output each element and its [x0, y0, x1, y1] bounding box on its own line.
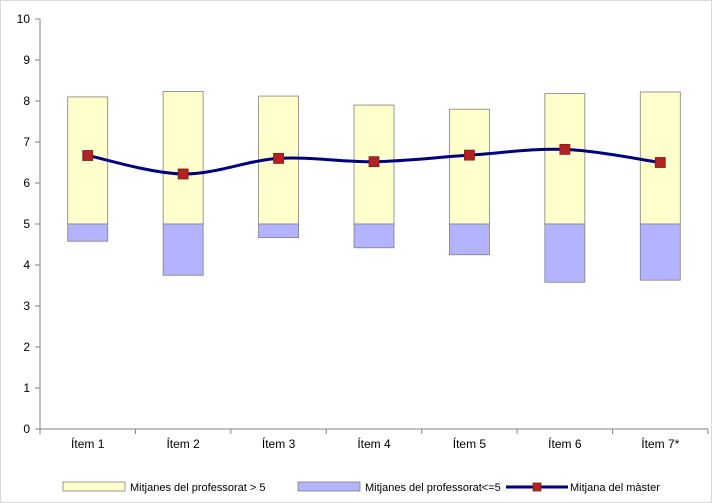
bar-series1-2: [162, 91, 204, 225]
legend-swatch-1: [62, 481, 126, 492]
axes-layer: 0 1 2 3 4 5 6 7 8 9 10 Ítem 1 Ítem 2 Ítem 3 Ítem 4 Ítem…: [17, 12, 709, 451]
legend-label-2: Mitjanes del professorat<=5: [365, 482, 501, 494]
y-tick-label: 0: [23, 422, 30, 436]
bar-series2-6: [544, 223, 586, 283]
bar-series2-5: [449, 223, 490, 256]
x-tick-label: Ítem 5: [453, 436, 487, 451]
line-point-1: [82, 150, 94, 161]
y-tick-label: 6: [23, 176, 30, 190]
legend-swatch-2: [297, 481, 361, 492]
x-tick-label: Ítem 6: [548, 436, 582, 451]
legend-marker-swatch: [532, 482, 542, 492]
legend: Mitjanes del professorat > 5 Mitjanes del…: [62, 481, 660, 494]
y-tick-label: 1: [23, 381, 30, 395]
bar-series2-1: [67, 223, 109, 242]
x-tick-label: Ítem 1: [71, 436, 105, 451]
bar-series2-7: [639, 223, 681, 281]
y-tick-label: 10: [17, 12, 31, 26]
bar-series2-4: [353, 223, 395, 249]
bar-series1-6: [544, 93, 586, 225]
line-point-5: [464, 149, 475, 161]
x-tick-label: Ítem 4: [357, 436, 391, 451]
y-tick-label: 7: [23, 135, 30, 149]
bar-series2-3: [258, 223, 299, 238]
x-tick-label: Ítem 3: [262, 436, 296, 451]
line-point-7: [654, 157, 666, 168]
y-tick-label: 9: [23, 53, 30, 67]
line-point-6: [559, 143, 571, 155]
y-tick-label: 2: [23, 340, 30, 354]
line-point-2: [177, 168, 189, 180]
bars-layer: [67, 91, 681, 283]
x-tick-label: Ítem 2: [166, 436, 200, 451]
y-tick-label: 3: [23, 299, 30, 313]
bar-series2-2: [162, 223, 204, 276]
y-tick-label: 4: [23, 258, 30, 272]
y-tick-label: 8: [23, 94, 30, 108]
bar-series1-5: [449, 108, 490, 225]
x-tick-label: Ítem 7*: [641, 436, 679, 451]
y-tick-label: 5: [23, 217, 30, 231]
legend-label-3: Mitjana del màster: [570, 482, 660, 494]
line-layer: [82, 143, 666, 180]
line-point-3: [273, 152, 284, 164]
line-point-4: [368, 156, 380, 168]
legend-label-1: Mitjanes del professorat > 5: [130, 482, 265, 494]
